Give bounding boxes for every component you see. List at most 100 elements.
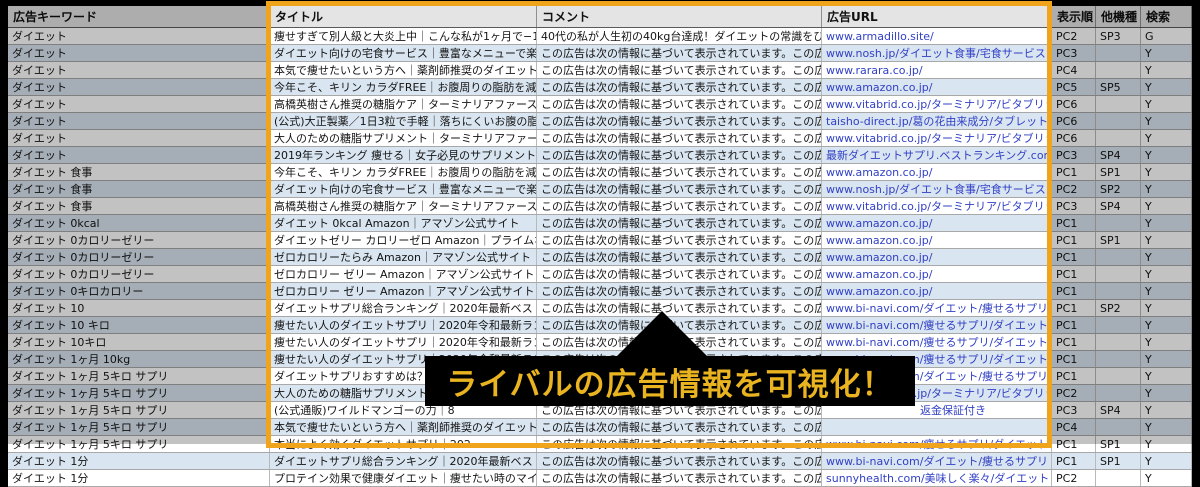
cell-url[interactable]: taisho-direct.jp/葛の花由来成分/タブレット xyxy=(822,113,1052,129)
cell-display-order[interactable]: PC6 xyxy=(1052,130,1096,146)
cell-display-order[interactable]: PC3 xyxy=(1052,198,1096,214)
cell-title[interactable]: 今年こそ、キリン カラダFREE｜お腹周りの脂肪を減らすノン xyxy=(270,79,537,95)
cell-comment[interactable]: この広告は次の情報に基づいて表示されています。この広告は次… xyxy=(537,62,822,78)
cell-comment[interactable]: この広告は次の情報に基づいて表示されています。この広告は次… xyxy=(537,453,822,469)
cell-url[interactable]: www.amazon.co.jp/ xyxy=(822,232,1052,248)
column-header-url[interactable]: 広告URL xyxy=(822,6,1052,27)
cell-title[interactable]: 痩せたい人のダイエットサプリ｜2020年令和最新ランキング xyxy=(270,334,537,350)
cell-title[interactable]: ダイエットサプリ総合ランキング｜2020年最新ベスト5を公開 xyxy=(270,453,537,469)
cell-other-device[interactable] xyxy=(1096,96,1141,112)
cell-url[interactable]: www.vitabrid.co.jp/ターミナリア/ビタブリッド xyxy=(822,130,1052,146)
cell-comment[interactable]: この広告は次の情報に基づいて表示されています。この広告は次… xyxy=(537,164,822,180)
cell-search[interactable]: Y xyxy=(1141,249,1192,265)
cell-url[interactable]: www.bi-navi.com/痩せるサプリ/ダイエット xyxy=(822,317,1052,333)
cell-comment[interactable]: この広告は次の情報に基づいて表示されています。この広告は次… xyxy=(537,45,822,61)
cell-url[interactable]: www.amazon.co.jp/ xyxy=(822,215,1052,231)
cell-other-device[interactable] xyxy=(1096,419,1141,435)
cell-other-device[interactable] xyxy=(1096,215,1141,231)
cell-url[interactable]: www.bi-navi.com/ダイエット/痩せるサプリ xyxy=(822,300,1052,316)
cell-search[interactable]: Y xyxy=(1141,215,1192,231)
cell-url[interactable]: www.bi-navi.com/ダイエット/痩せるサプリ xyxy=(822,453,1052,469)
cell-title[interactable]: 本気で痩せたいという方へ｜薬剤師推奨のダイエット茶980円 xyxy=(270,419,537,435)
cell-url[interactable]: www.amazon.co.jp/ xyxy=(822,164,1052,180)
cell-comment[interactable]: この広告は次の情報に基づいて表示されています。この広告は次… xyxy=(537,470,822,486)
cell-title[interactable]: 本気で痩せたいという方へ｜薬剤師推奨のダイエット茶980円 xyxy=(270,62,537,78)
cell-comment[interactable]: この広告は次の情報に基づいて表示されています。この広告は次… xyxy=(537,266,822,282)
cell-comment[interactable]: この広告は次の情報に基づいて表示されています。この広告は次… xyxy=(537,300,822,316)
cell-display-order[interactable]: PC1 xyxy=(1052,300,1096,316)
cell-search[interactable]: Y xyxy=(1141,147,1192,163)
cell-search[interactable]: G xyxy=(1141,28,1192,44)
cell-display-order[interactable]: PC3 xyxy=(1052,45,1096,61)
cell-comment[interactable]: この広告は次の情報に基づいて表示されています。この広告は次… xyxy=(537,283,822,299)
cell-title[interactable]: (公式)大正製薬／1日3粒で手軽｜落ちにくいお腹の脂肪に xyxy=(270,113,537,129)
cell-other-device[interactable] xyxy=(1096,62,1141,78)
cell-title[interactable]: プロテイン効果で健康ダイエット｜痩せたい時のマイクロダイエッ xyxy=(270,470,537,486)
cell-url[interactable]: 最新ダイエットサプリ.ベストランキング.com/ xyxy=(822,147,1052,163)
cell-comment[interactable]: この広告は次の情報に基づいて表示されています。この広告は次… xyxy=(537,79,822,95)
cell-comment[interactable]: この広告は次の情報に基づいて表示されています。この広告は次… xyxy=(537,113,822,129)
cell-display-order[interactable]: PC6 xyxy=(1052,96,1096,112)
cell-search[interactable]: Y xyxy=(1141,317,1192,333)
cell-other-device[interactable] xyxy=(1096,249,1141,265)
cell-search[interactable]: Y xyxy=(1141,62,1192,78)
cell-search[interactable]: Y xyxy=(1141,419,1192,435)
cell-comment[interactable]: この広告は次の情報に基づいて表示されています。この広告は次… xyxy=(537,96,822,112)
cell-display-order[interactable]: PC1 xyxy=(1052,266,1096,282)
cell-search[interactable]: Y xyxy=(1141,45,1192,61)
cell-title[interactable]: 2019年ランキング 痩せる｜女子必見のサプリメントはコレ xyxy=(270,147,537,163)
cell-display-order[interactable]: PC1 xyxy=(1052,215,1096,231)
cell-title[interactable]: 大人のための糖脂サプリメント｜ターミナリアファースト(公式) xyxy=(270,130,537,146)
cell-search[interactable]: Y xyxy=(1141,198,1192,214)
cell-url[interactable]: sunnyhealth.com/美味しく楽々/ダイエット xyxy=(822,470,1052,486)
cell-title[interactable]: ダイエットゼリー カロリーゼロ Amazon｜プライムなら対 xyxy=(270,232,537,248)
cell-other-device[interactable]: SP2 xyxy=(1096,300,1141,316)
cell-display-order[interactable]: PC1 xyxy=(1052,368,1096,384)
cell-url[interactable]: www.amazon.co.jp/ xyxy=(822,79,1052,95)
cell-other-device[interactable] xyxy=(1096,113,1141,129)
cell-title[interactable]: 痩せすぎて別人級と大炎上中｜こんな私が1ヶ月で−15kg？ xyxy=(270,28,537,44)
cell-display-order[interactable]: PC4 xyxy=(1052,419,1096,435)
cell-display-order[interactable]: PC2 xyxy=(1052,181,1096,197)
cell-title[interactable]: ダイエット向けの宅食サービス｜豊富なメニューで楽しく続く xyxy=(270,45,537,61)
cell-other-device[interactable]: SP1 xyxy=(1096,436,1141,452)
column-header-other-device[interactable]: 他機種 xyxy=(1096,6,1141,27)
cell-title[interactable]: ゼロカロリーたらみ Amazon｜アマゾン公式サイト xyxy=(270,249,537,265)
cell-other-device[interactable]: SP1 xyxy=(1096,232,1141,248)
column-header-title[interactable]: タイトル xyxy=(270,6,537,27)
cell-display-order[interactable]: PC1 xyxy=(1052,232,1096,248)
cell-other-device[interactable] xyxy=(1096,266,1141,282)
cell-search[interactable]: Y xyxy=(1141,164,1192,180)
cell-search[interactable]: Y xyxy=(1141,130,1192,146)
cell-other-device[interactable] xyxy=(1096,351,1141,367)
cell-search[interactable]: Y xyxy=(1141,266,1192,282)
column-header-comment[interactable]: コメント xyxy=(537,6,822,27)
cell-search[interactable]: Y xyxy=(1141,96,1192,112)
cell-title[interactable]: ダイエットサプリ総合ランキング｜2020年最新ベスト5を公開 xyxy=(270,300,537,316)
cell-title[interactable]: ゼロカロリー ゼリー Amazon｜アマゾン公式サイト xyxy=(270,266,537,282)
cell-title[interactable]: 今年こそ、キリン カラダFREE｜お腹周りの脂肪を減らすノン xyxy=(270,164,537,180)
cell-url[interactable]: www.rarara.co.jp/ xyxy=(822,62,1052,78)
cell-comment[interactable]: この広告は次の情報に基づいて表示されています。この広告は次… xyxy=(537,232,822,248)
cell-display-order[interactable]: PC2 xyxy=(1052,385,1096,401)
cell-other-device[interactable]: SP4 xyxy=(1096,147,1141,163)
cell-display-order[interactable]: PC1 xyxy=(1052,453,1096,469)
cell-title[interactable]: ゼロカロリー ゼリー Amazon｜アマゾン公式サイト xyxy=(270,283,537,299)
cell-url[interactable]: www.amazon.co.jp/ xyxy=(822,249,1052,265)
cell-title[interactable]: (公式通販)ワイルドマンゴーの力｜8 xyxy=(270,402,537,418)
cell-comment[interactable]: この広告は次の情報に基づいて表示されています。この広告は次… xyxy=(537,198,822,214)
cell-other-device[interactable] xyxy=(1096,283,1141,299)
cell-display-order[interactable]: PC4 xyxy=(1052,62,1096,78)
cell-url[interactable]: www.vitabrid.co.jp/ターミナリア/ビタブリッド xyxy=(822,198,1052,214)
cell-url[interactable]: www.armadillo.site/ xyxy=(822,28,1052,44)
cell-display-order[interactable]: PC1 xyxy=(1052,436,1096,452)
cell-search[interactable]: Y xyxy=(1141,385,1192,401)
cell-search[interactable]: Y xyxy=(1141,436,1192,452)
cell-title[interactable]: 高橋英樹さん推奨の糖脂ケア｜ターミナリアファースト(公式) xyxy=(270,96,537,112)
cell-comment[interactable]: この広告は次の情報に基づいて表示されています。この広告は次… xyxy=(537,181,822,197)
cell-display-order[interactable]: PC1 xyxy=(1052,351,1096,367)
cell-search[interactable]: Y xyxy=(1141,334,1192,350)
cell-search[interactable]: Y xyxy=(1141,351,1192,367)
cell-display-order[interactable]: PC2 xyxy=(1052,28,1096,44)
cell-display-order[interactable]: PC1 xyxy=(1052,249,1096,265)
